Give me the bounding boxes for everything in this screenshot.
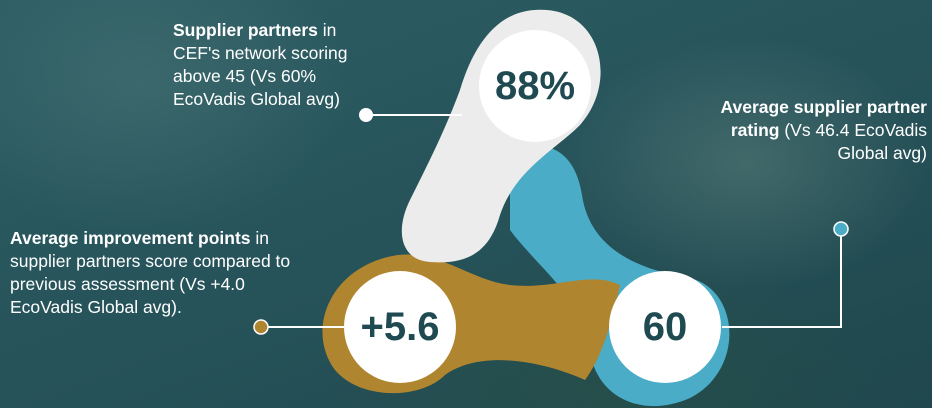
connector-dot-right <box>833 221 849 237</box>
connector-dot-top <box>359 108 373 122</box>
connector-line-right <box>722 231 842 328</box>
circle-plus-5-6 <box>344 271 456 383</box>
stat-description-supplier-partners: in CEF's network scoring above 45 (Vs 60… <box>173 20 348 109</box>
stat-description-average-rating: (Vs 46.4 EcoVadis Global avg) <box>779 120 927 163</box>
stat-description-improvement-points: in supplier partners score compared to p… <box>10 228 291 317</box>
stat-value-supplier-partners: 88% <box>494 64 576 108</box>
stat-caption-improvement-points: Average improvement points in supplier p… <box>10 227 300 319</box>
stat-title-supplier-partners: Supplier partners <box>173 20 318 40</box>
stat-title-average-rating: Average supplier partner rating <box>720 97 927 140</box>
stat-value-average-rating: 60 <box>642 305 688 349</box>
stat-caption-supplier-partners: Supplier partners in CEF's network scori… <box>173 19 373 111</box>
stat-title-improvement-points: Average improvement points <box>10 228 251 248</box>
connector-dot-left <box>253 319 269 335</box>
circle-60 <box>609 271 721 383</box>
stat-value-improvement-points: +5.6 <box>360 305 440 349</box>
stat-caption-average-rating: Average supplier partner rating (Vs 46.4… <box>700 96 927 165</box>
circle-88 <box>479 30 591 142</box>
